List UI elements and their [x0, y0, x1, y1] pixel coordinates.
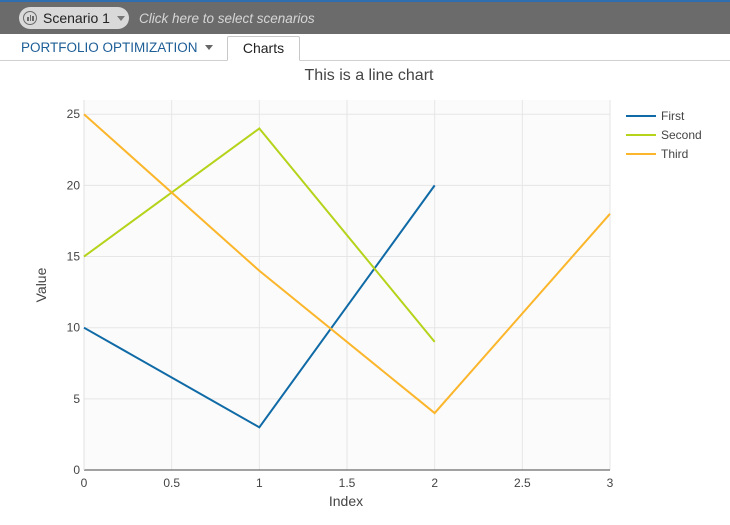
line-chart: This is a line chart 0 5 10 15 20 25 0 0.5 1 1.5 2 2…	[33, 67, 702, 509]
y-tick-label: 5	[73, 392, 80, 406]
y-tick-label: 25	[67, 107, 81, 121]
legend-label-first: First	[661, 109, 685, 123]
x-tick-label: 1	[256, 476, 263, 490]
scenario-selector[interactable]: Scenario 1	[19, 7, 129, 29]
series-line-third	[83, 113, 611, 415]
x-tick-label: 3	[607, 476, 614, 490]
scenario-name: Scenario 1	[43, 10, 110, 26]
y-tick-label: 15	[67, 250, 81, 264]
series-line-first	[83, 184, 436, 429]
x-tick-label: 2	[431, 476, 438, 490]
chevron-down-icon[interactable]	[117, 16, 125, 21]
x-tick-label: 2.5	[514, 476, 531, 490]
y-tick-label: 20	[67, 178, 81, 192]
legend-label-second: Second	[661, 128, 702, 142]
chevron-down-icon	[204, 45, 213, 50]
y-tick-label: 0	[73, 463, 80, 477]
series-line-second	[83, 127, 436, 343]
tab-bar: PORTFOLIO OPTIMIZATION Charts	[0, 34, 730, 61]
tab-charts[interactable]: Charts	[227, 36, 300, 61]
x-tick-label: 0.5	[163, 476, 180, 490]
tab-portfolio-label: PORTFOLIO OPTIMIZATION	[21, 40, 198, 55]
top-bar: Scenario 1 Click here to select scenario…	[0, 0, 730, 34]
y-tick-label: 10	[67, 321, 81, 335]
legend-label-third: Third	[661, 147, 688, 161]
x-tick-label: 0	[81, 476, 88, 490]
tab-portfolio-optimization[interactable]: PORTFOLIO OPTIMIZATION	[21, 40, 213, 55]
y-axis-label: Value	[33, 267, 49, 302]
scenario-select-hint[interactable]: Click here to select scenarios	[139, 11, 315, 26]
scenario-chart-icon	[23, 11, 37, 25]
x-axis-label: Index	[329, 493, 363, 509]
chart-title: This is a line chart	[305, 67, 434, 84]
x-tick-label: 1.5	[339, 476, 356, 490]
